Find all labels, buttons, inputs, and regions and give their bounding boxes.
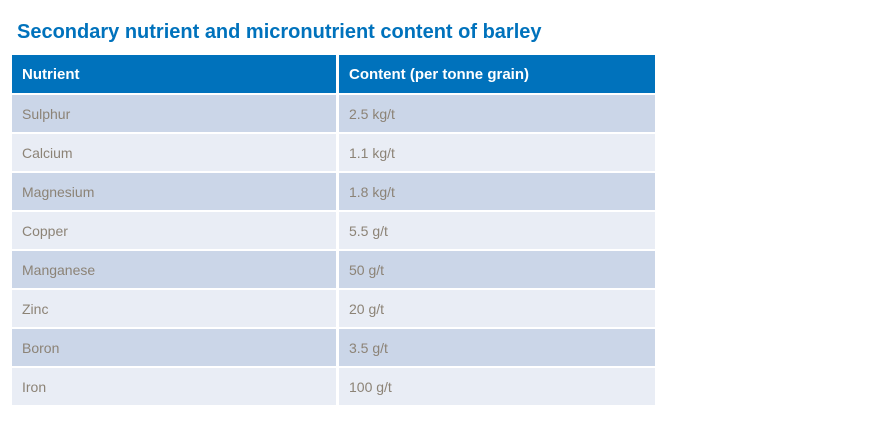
- table-cell-content: 20 g/t: [339, 290, 655, 327]
- table-cell-content: 5.5 g/t: [339, 212, 655, 249]
- table-cell-nutrient: Copper: [12, 212, 336, 249]
- table-cell-content: 1.1 kg/t: [339, 134, 655, 171]
- table-cell-nutrient: Magnesium: [12, 173, 336, 210]
- page-title: Secondary nutrient and micronutrient con…: [17, 21, 542, 44]
- table-cell-content: 1.8 kg/t: [339, 173, 655, 210]
- table-cell-content: 3.5 g/t: [339, 329, 655, 366]
- table-cell-content: 100 g/t: [339, 368, 655, 405]
- table-cell-nutrient: Boron: [12, 329, 336, 366]
- table-cell-nutrient: Calcium: [12, 134, 336, 171]
- column-header-nutrient: Nutrient: [12, 55, 336, 93]
- table-cell-nutrient: Manganese: [12, 251, 336, 288]
- table-cell-content: 50 g/t: [339, 251, 655, 288]
- table-cell-content: 2.5 kg/t: [339, 95, 655, 132]
- column-header-content: Content (per tonne grain): [339, 55, 655, 93]
- table-cell-nutrient: Iron: [12, 368, 336, 405]
- table-cell-nutrient: Zinc: [12, 290, 336, 327]
- table-cell-nutrient: Sulphur: [12, 95, 336, 132]
- nutrient-table: Nutrient Content (per tonne grain) Sulph…: [12, 55, 655, 405]
